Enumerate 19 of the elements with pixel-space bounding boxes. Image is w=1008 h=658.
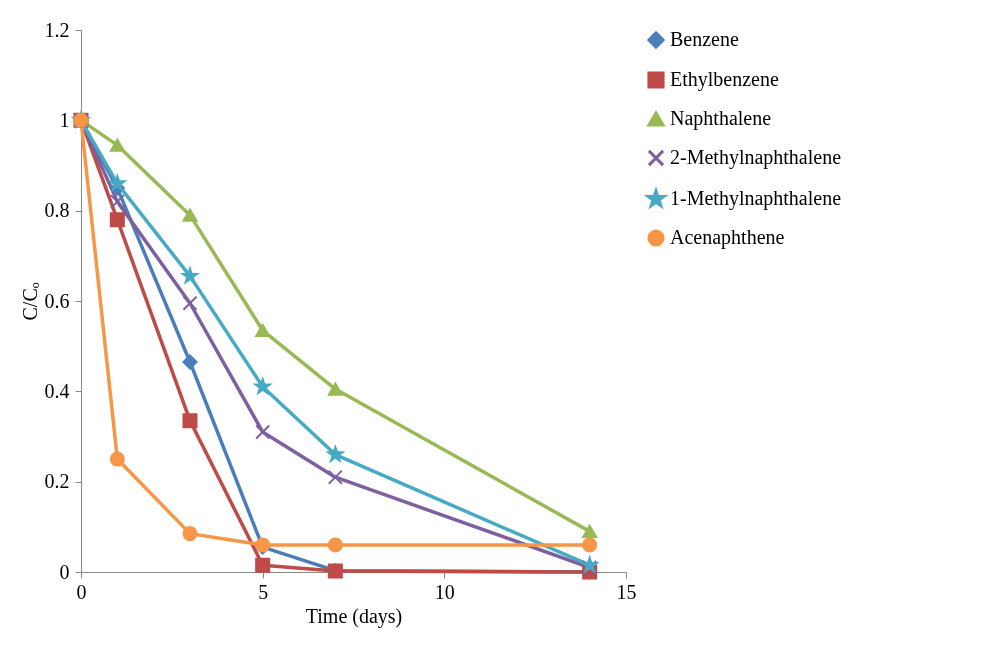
x-axis-title: Time (days) bbox=[305, 604, 403, 628]
y-tick-label: 1.2 bbox=[44, 18, 70, 41]
y-tick-label: 0.8 bbox=[44, 199, 70, 222]
x-tick-label: 15 bbox=[616, 580, 637, 603]
legend-label: Ethylbenzene bbox=[670, 68, 779, 91]
x-tick-label: 10 bbox=[434, 580, 455, 603]
x-tick-label: 0 bbox=[76, 580, 87, 603]
legend-label: 1-Methylnaphthalene bbox=[670, 187, 842, 210]
legend-label: Naphthalene bbox=[670, 107, 772, 130]
y-tick-label: 0.4 bbox=[44, 379, 70, 402]
legend-label: Benzene bbox=[670, 28, 739, 50]
y-tick-label: 0 bbox=[59, 560, 70, 583]
y-tick-label: 0.6 bbox=[44, 289, 70, 312]
legend-label: 2-Methylnaphthalene bbox=[670, 146, 842, 169]
y-tick-label: 1 bbox=[59, 108, 70, 131]
y-tick-label: 0.2 bbox=[44, 470, 70, 493]
y-axis-title: C/Cₒ bbox=[18, 282, 41, 321]
legend-label: Acenaphthene bbox=[670, 226, 785, 249]
x-tick-label: 5 bbox=[258, 580, 269, 603]
